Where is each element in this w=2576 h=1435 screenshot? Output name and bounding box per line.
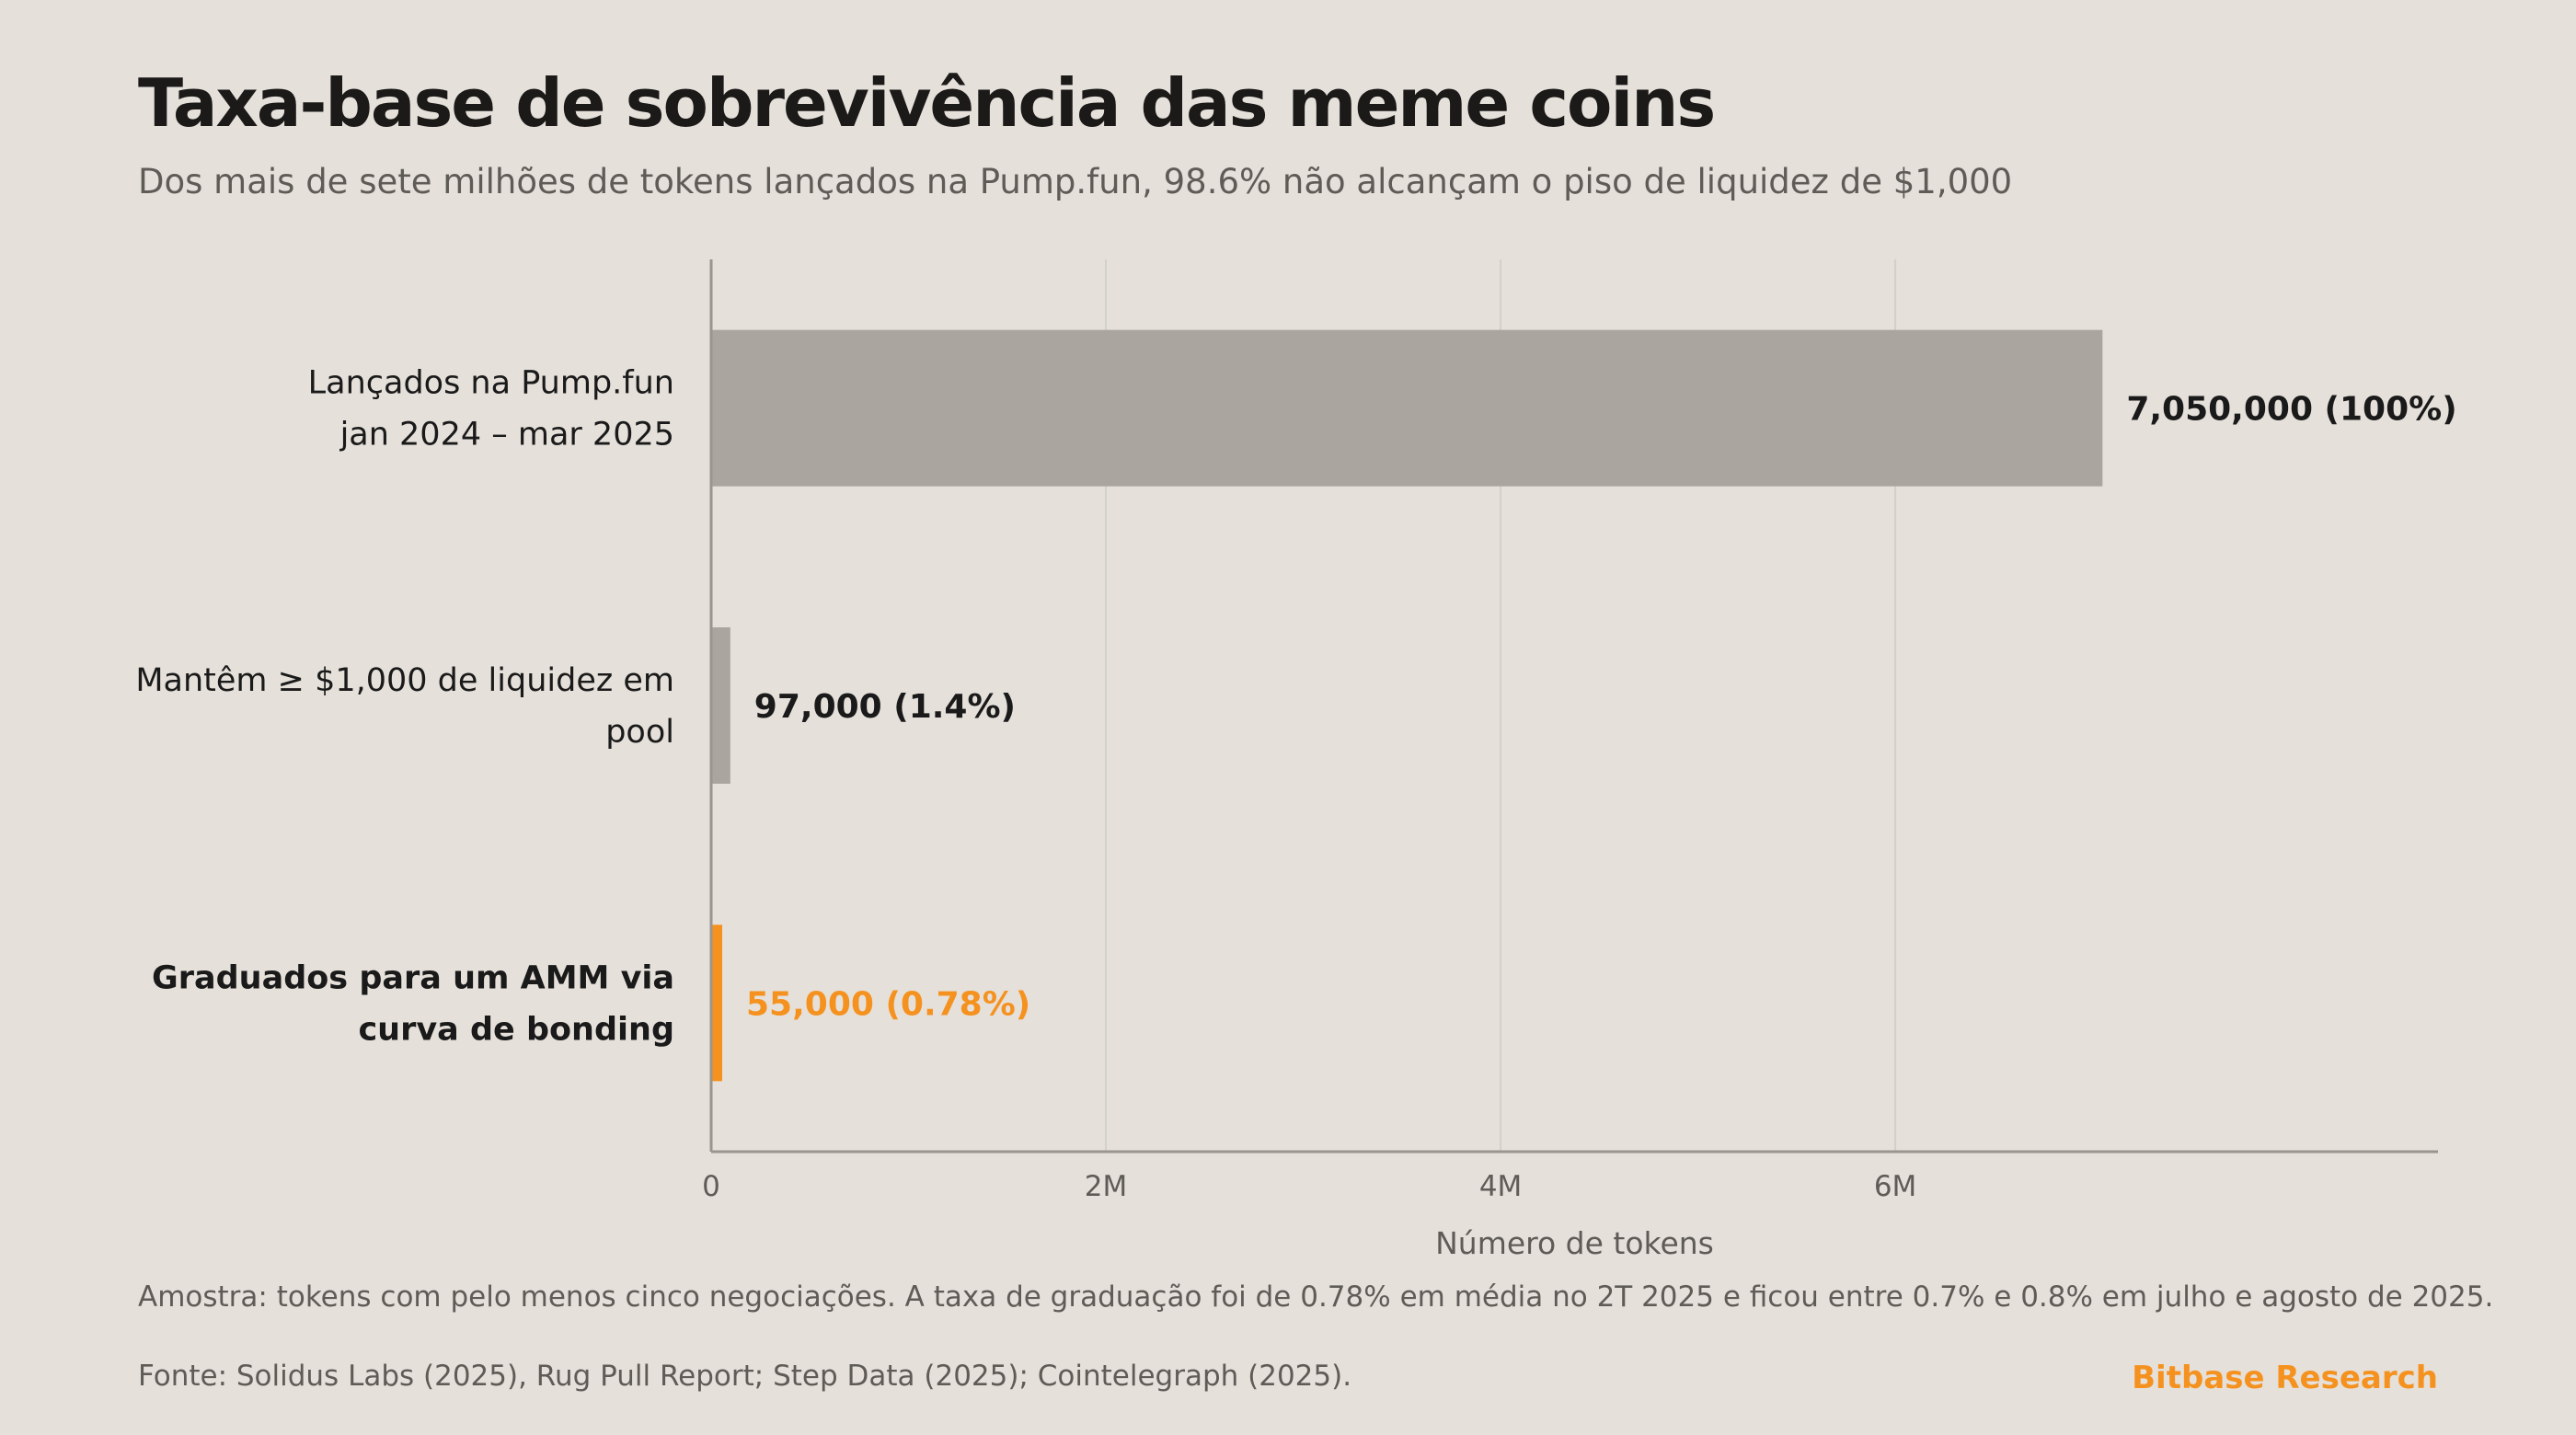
bar-chart: Lançados na Pump.fun jan 2024 – mar 2025 7… [135,259,2457,1261]
x-tick-label: 4M [1479,1170,1522,1203]
category-label: Lançados na Pump.fun [308,365,674,402]
data-label: 97,000 (1.4%) [754,688,1016,726]
bar [711,627,730,784]
chart-title: Taxa-base de sobrevivência das meme coin… [138,64,1716,142]
x-axis-title: Número de tokens [1435,1225,1714,1261]
x-tick-label: 6M [1874,1170,1916,1203]
category-label: Mantêm ≥ $1,000 de liquidez em [135,662,674,699]
data-label: 55,000 (0.78%) [746,985,1030,1023]
x-tick-label: 2M [1085,1170,1127,1203]
bar [711,329,2103,487]
category-label: curva de bonding [358,1011,674,1048]
source-note: Fonte: Solidus Labs (2025), Rug Pull Rep… [138,1360,1352,1393]
category-label: jan 2024 – mar 2025 [339,417,674,453]
category-label: pool [605,714,674,751]
chart-subtitle: Dos mais de sete milhões de tokens lança… [138,162,2013,201]
data-label: 7,050,000 (100%) [2126,391,2456,429]
bar [711,924,722,1082]
category-label: Graduados para um AMM via [152,959,674,996]
x-tick-label: 0 [702,1170,720,1203]
sample-note: Amostra: tokens com pelo menos cinco neg… [138,1280,2494,1314]
brand-label: Bitbase Research [2132,1360,2438,1396]
